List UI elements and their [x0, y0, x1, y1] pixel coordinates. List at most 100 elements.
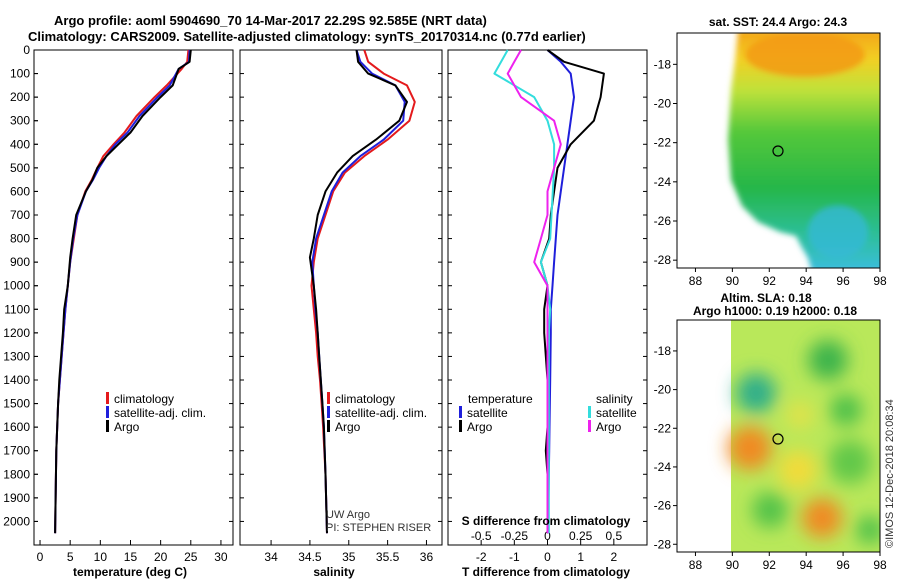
- credit-text: UW Argo: [326, 509, 370, 521]
- legend-swatch-s-argo: [588, 420, 591, 432]
- sla-orange-patch-2: [802, 498, 842, 538]
- series-climatology: [54, 49, 190, 534]
- legend-swatch-climatology: [106, 392, 109, 404]
- difference-legend: temperature salinity satellite Argo sate…: [459, 392, 637, 434]
- lat-tick-label: -24: [654, 175, 672, 189]
- depth-tick-label: 1700: [3, 444, 30, 458]
- legend-swatch-satellite: [106, 406, 109, 418]
- x-tick-label: -2: [476, 550, 487, 564]
- sla-green-patch-4: [752, 492, 788, 528]
- lat-tick-label: -18: [654, 57, 672, 71]
- depth-tick-label: 600: [10, 184, 30, 198]
- lat-tick-label: -18: [654, 344, 672, 358]
- x2-tick-label: 0: [544, 529, 551, 543]
- x-tick-label: 15: [124, 550, 138, 564]
- lat-tick-label: -28: [654, 253, 672, 267]
- difference-x2-label: S difference from climatology: [462, 514, 631, 528]
- x-tick-label: 5: [67, 550, 74, 564]
- lat-tick-label: -22: [654, 136, 672, 150]
- x-tick-label: 25: [184, 550, 198, 564]
- lat-tick-label: -26: [654, 214, 672, 228]
- legend-title-salinity: salinity: [596, 392, 633, 406]
- depth-tick-label: 400: [10, 137, 30, 151]
- lat-tick-label: -22: [654, 421, 672, 435]
- series-t-satellite: [546, 49, 575, 534]
- x-tick-label: 10: [94, 550, 108, 564]
- temperature-legend: climatology satellite-adj. clim. Argo: [106, 392, 206, 434]
- legend-swatch-s-satellite: [588, 406, 591, 418]
- lat-tick-label: -20: [654, 383, 672, 397]
- depth-tick-label: 1100: [4, 302, 30, 316]
- legend-s-argo: Argo: [596, 420, 622, 434]
- depth-tick-label: 100: [10, 67, 30, 81]
- sla-green-patch-1: [808, 340, 848, 380]
- series-argo: [54, 49, 192, 534]
- legend-satellite: satellite-adj. clim.: [335, 406, 427, 420]
- legend-title-temperature: temperature: [468, 392, 533, 406]
- legend-t-satellite: satellite: [467, 406, 508, 420]
- salinity-x-label: salinity: [313, 565, 355, 579]
- legend-swatch-satellite: [327, 406, 330, 418]
- lon-tick-label: 96: [836, 558, 850, 572]
- legend-t-argo: Argo: [467, 420, 493, 434]
- x-tick-label: 20: [154, 550, 168, 564]
- series-t-argo: [539, 49, 605, 534]
- depth-tick-label: 1600: [3, 420, 30, 434]
- depth-tick-label: 200: [10, 90, 30, 104]
- series-satellite-adj-clim-: [311, 49, 406, 534]
- sla-map-axes: 88 90 92 94 96 98 -18 -20 -22 -24 -26 -28: [654, 344, 887, 572]
- depth-tick-label: 300: [10, 114, 30, 128]
- sla-green-patch-2: [830, 394, 862, 426]
- sla-orange-patch-1: [728, 426, 772, 470]
- depth-tick-label: 500: [10, 161, 30, 175]
- series-climatology: [310, 49, 416, 534]
- x2-tick-label: 0.25: [569, 529, 593, 543]
- difference-panel: -2 -1 0 1 2 -0.5 -0.25 0 0.25 0.5: [448, 49, 647, 564]
- sst-map-axes: 88 90 92 94 96 98 -18 -20 -22 -24 -26 -28: [654, 57, 887, 288]
- depth-tick-label: 1200: [3, 326, 30, 340]
- lat-tick-label: -28: [654, 537, 672, 551]
- lon-tick-label: 94: [800, 274, 814, 288]
- lon-tick-label: 90: [726, 274, 740, 288]
- title-line-1: Argo profile: aoml 5904690_70 14-Mar-201…: [54, 13, 487, 28]
- lon-tick-label: 94: [800, 558, 814, 572]
- sla-teal-patch: [736, 373, 776, 413]
- x-tick-label: 35.5: [376, 550, 400, 564]
- lon-tick-label: 88: [689, 274, 703, 288]
- series-argo: [308, 49, 408, 534]
- lat-tick-label: -20: [654, 97, 672, 111]
- legend-climatology: climatology: [114, 392, 174, 406]
- x-tick-label: 35: [342, 550, 356, 564]
- depth-tick-label: 2000: [3, 514, 30, 528]
- salinity-plot-frame: [239, 49, 443, 546]
- salinity-panel: 34 34.5 35 35.5 36: [240, 49, 442, 564]
- sla-map: Altim. SLA: 0.18 Argo h1000: 0.19 h2000:…: [654, 291, 887, 572]
- sla-map-frame: [676, 319, 881, 553]
- sla-yellow-patch-1: [778, 450, 818, 490]
- legend-climatology: climatology: [335, 392, 395, 406]
- sla-map-title: Altim. SLA: 0.18: [720, 291, 812, 305]
- x2-tick-label: -0.25: [501, 529, 529, 543]
- x-tick-label: 30: [214, 550, 228, 564]
- sla-map-subtitle: Argo h1000: 0.19 h2000: 0.18: [693, 304, 857, 318]
- legend-argo: Argo: [114, 420, 140, 434]
- sst-profile-marker: [772, 145, 784, 157]
- x-tick-label: 0: [37, 550, 44, 564]
- series-s-satellite: [493, 49, 556, 534]
- depth-axis: 0 100 200 300 400 500 600 700 800 900 1000 1100 1200…: [3, 43, 38, 528]
- sla-green-patch-5: [856, 516, 880, 544]
- x-tick-label: 36: [420, 550, 434, 564]
- x-tick-label: 34: [264, 550, 278, 564]
- series-satellite-adj-clim-: [54, 49, 191, 534]
- x-tick-label: -1: [509, 550, 520, 564]
- legend-swatch-climatology: [327, 392, 330, 404]
- legend-swatch-t-argo: [459, 420, 462, 432]
- legend-swatch-t-satellite: [459, 406, 462, 418]
- temperature-plot-frame: [33, 49, 234, 546]
- sst-cool-patch: [808, 206, 868, 258]
- imos-watermark: ©IMOS 12-Dec-2018 20:08:34: [884, 399, 896, 548]
- lon-tick-label: 98: [873, 274, 887, 288]
- temperature-panel: 0 5 10 15 20 25 30: [34, 49, 233, 564]
- legend-satellite: satellite-adj. clim.: [114, 406, 206, 420]
- lon-tick-label: 92: [763, 558, 777, 572]
